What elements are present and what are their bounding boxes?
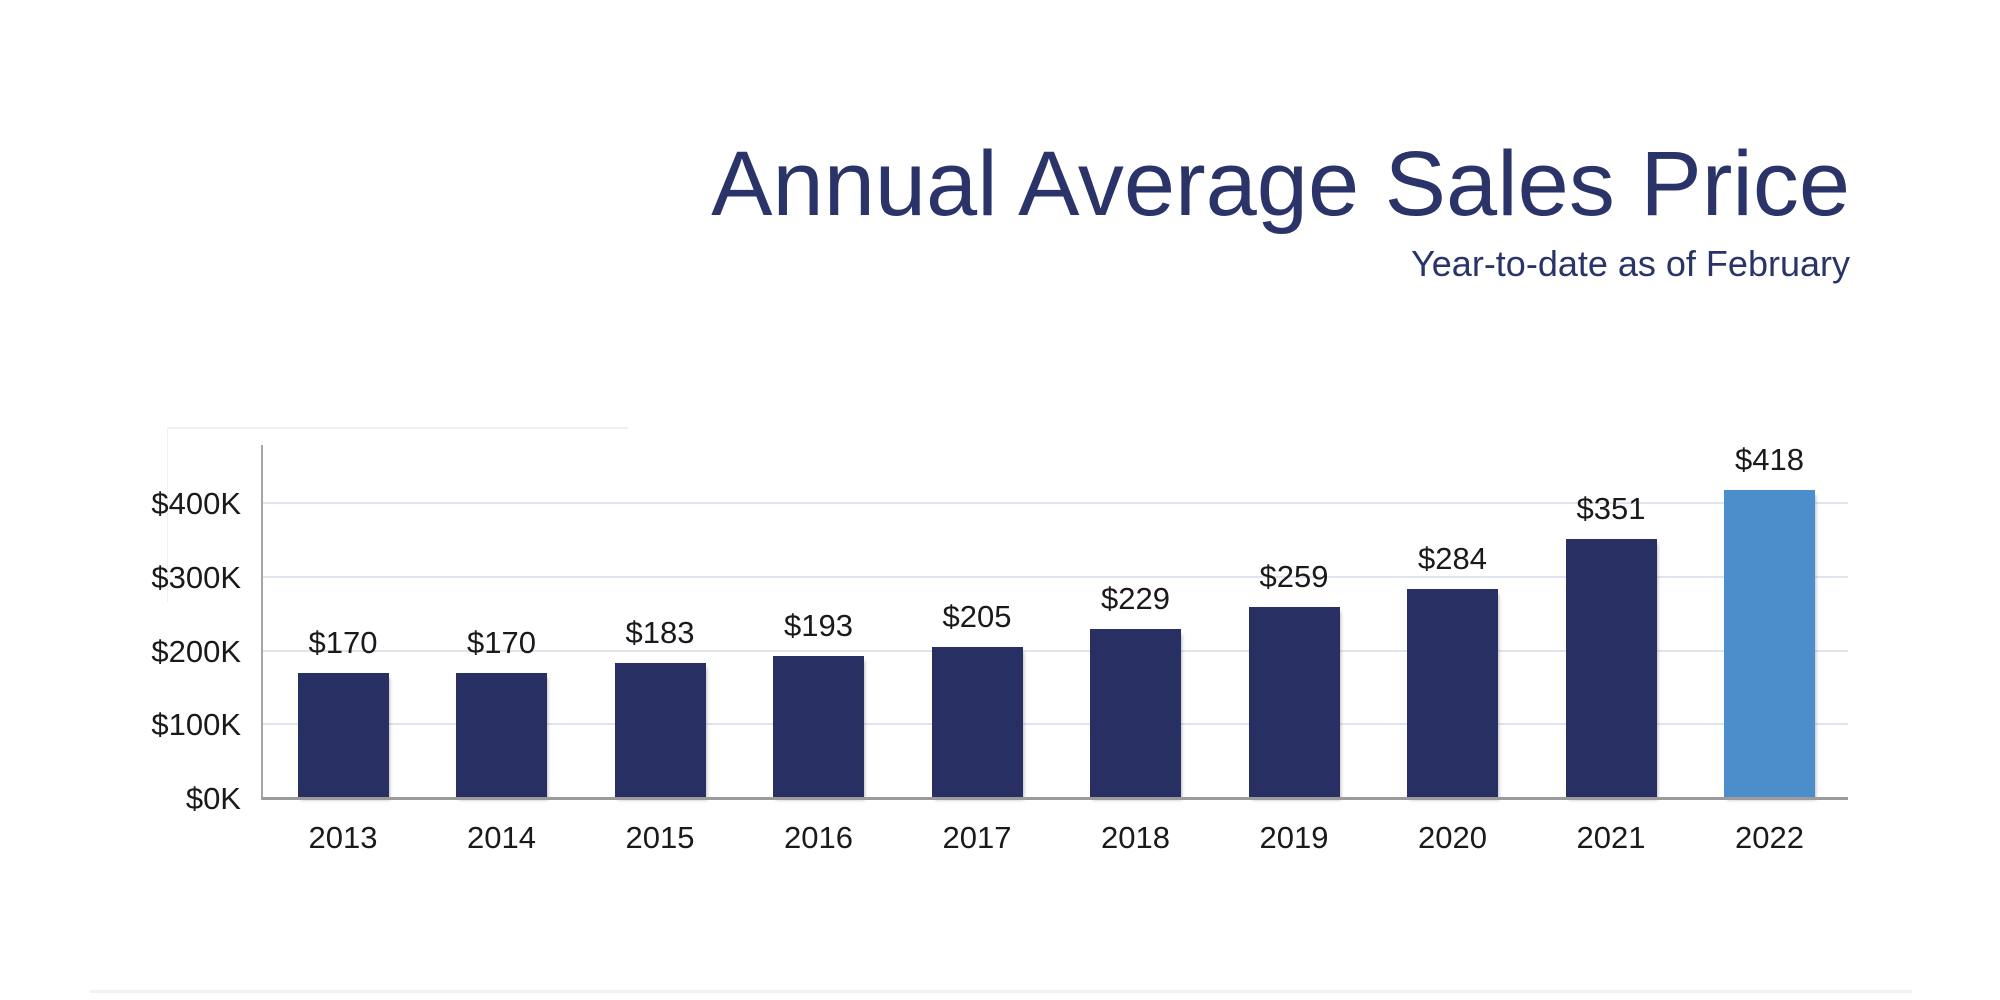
x-axis-tick-label-2020: 2020 [1418,820,1487,855]
y-axis-tick-label: $0K [185,781,241,816]
x-axis-tick-label-2018: 2018 [1101,820,1170,855]
x-axis-tick-label-2016: 2016 [784,820,853,855]
bar-value-label-2018: $229 [1101,581,1170,617]
gridline-$100K [263,723,1848,726]
x-axis-tick-label-2015: 2015 [625,820,695,855]
bar-value-label-2022: $418 [1735,441,1804,477]
chart-title: Annual Average Sales Price [711,133,1850,235]
bar-2020 [1407,588,1498,797]
bar-value-label-2020: $284 [1418,540,1487,576]
bar-2017 [931,646,1023,797]
bar-value-label-2013: $170 [308,624,378,660]
background-artifact-line [167,427,628,429]
x-axis-tick-label-2017: 2017 [942,820,1012,855]
x-axis-tick-label-2021: 2021 [1576,820,1646,855]
bar-2013 [297,672,389,797]
y-axis-tick-label: $400K [151,486,241,521]
bar-2018 [1090,629,1181,797]
gridline-$400K [263,502,1848,504]
chart-subtitle: Year-to-date as of February [1411,243,1850,284]
gridline-$200K [263,649,1848,652]
x-axis-tick-label-2022: 2022 [1735,820,1804,855]
bar-value-label-2015: $183 [625,615,695,651]
bar-2015 [614,663,706,797]
y-axis-tick-label: $200K [151,633,241,669]
bar-value-label-2021: $351 [1576,491,1646,527]
gridline-$300K [263,575,1848,578]
x-axis-tick-label-2014: 2014 [467,820,536,855]
bar-value-label-2017: $205 [942,598,1012,634]
bar-value-label-2016: $193 [784,607,853,643]
y-axis-tick-label: $300K [151,559,241,595]
x-axis-tick-label-2013: 2013 [308,820,378,855]
y-axis-line [261,445,263,800]
bar-2021 [1565,539,1657,797]
bar-2019 [1248,606,1340,797]
bar-2014 [456,672,547,797]
bar-value-label-2019: $259 [1259,558,1329,594]
background-artifact-line [167,427,168,602]
bar-value-label-2014: $170 [467,624,536,660]
x-axis-baseline [262,797,1848,800]
bar-2016 [773,655,864,797]
bottom-divider-line [90,990,1912,993]
y-axis-tick-label: $100K [151,707,241,743]
bar-2022 [1724,489,1815,797]
x-axis-tick-label-2019: 2019 [1259,820,1329,855]
